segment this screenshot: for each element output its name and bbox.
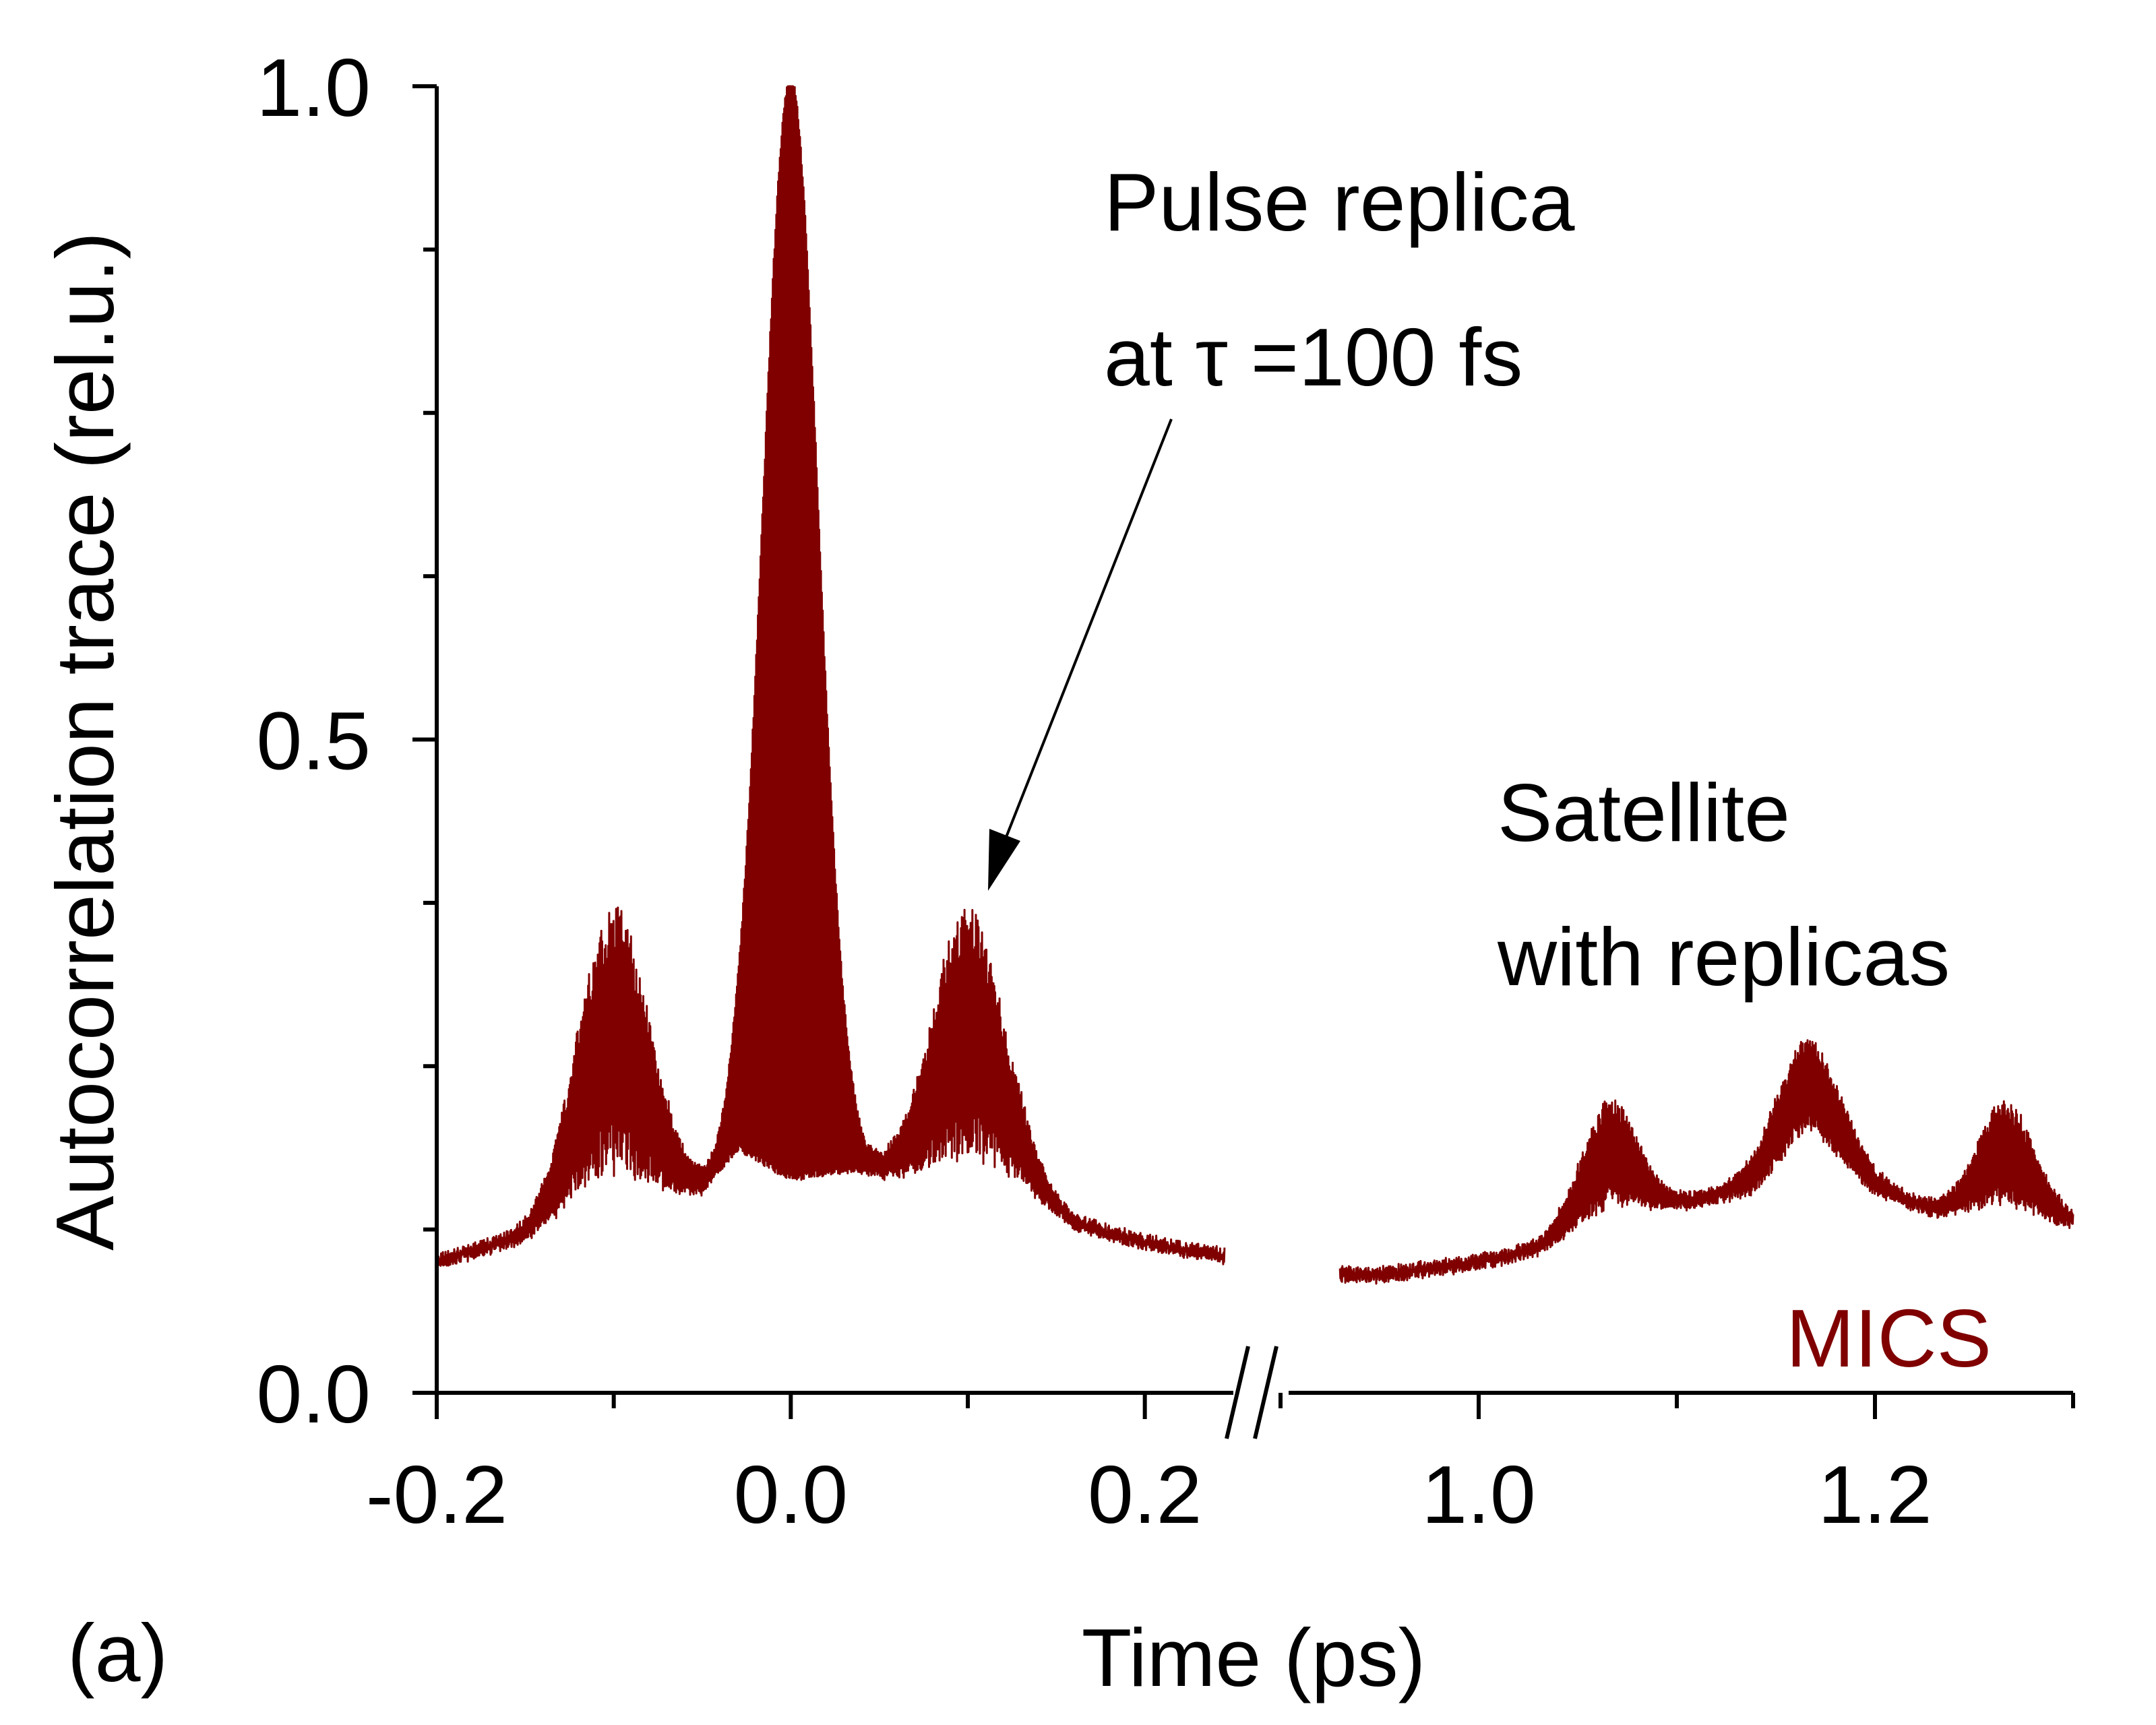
y-axis-label: Autocorrelation trace (rel.u.) (39, 232, 131, 1251)
annotation-pulse-replica-line1: Pulse replica (1104, 156, 1575, 248)
y-tick-label: 0.0 (256, 1348, 371, 1440)
trace-layer (435, 85, 2074, 1285)
x-tick-label: 0.0 (734, 1449, 849, 1540)
axis-break-mark-1 (1225, 1346, 1250, 1439)
panel-label: (a) (67, 1607, 168, 1699)
y-ticks: 0.0 0.5 1.0 (256, 42, 437, 1440)
axes-layer (435, 86, 2073, 1439)
legend-label-mics: MICS (1786, 1292, 1992, 1384)
x-tick-label: 1.2 (1818, 1449, 1932, 1540)
annotation-arrowhead (988, 829, 1020, 891)
x-tick-label: -0.2 (366, 1449, 507, 1540)
x-tick-label: 1.0 (1421, 1449, 1536, 1540)
trace-segment-1 (435, 85, 1226, 1269)
annotation-satellite-line2: with replicas (1497, 911, 1950, 1003)
annotation-satellite: Satellite with replicas (1497, 767, 1950, 1003)
y-tick-label: 1.0 (256, 42, 371, 133)
x-axis-label: Time (ps) (1082, 1612, 1426, 1703)
plot-area: 0.00.51.0 -0.2 0.0 0.2 1.0 1.2 (256, 42, 2075, 1540)
y-tick-label: 0.5 (256, 695, 371, 787)
trace-segment-2 (1338, 1039, 2074, 1285)
x-ticks: -0.2 0.0 0.2 1.0 1.2 (366, 1393, 2075, 1540)
annotation-pulse-replica: Pulse replica at τ =100 fs (988, 156, 1575, 891)
x-tick-label: 0.2 (1088, 1449, 1202, 1540)
annotation-arrow-shaft (996, 418, 1173, 860)
annotation-satellite-line1: Satellite (1498, 767, 1790, 858)
axis-break-mark-2 (1253, 1346, 1279, 1439)
annotation-pulse-replica-line2: at τ =100 fs (1104, 311, 1522, 403)
